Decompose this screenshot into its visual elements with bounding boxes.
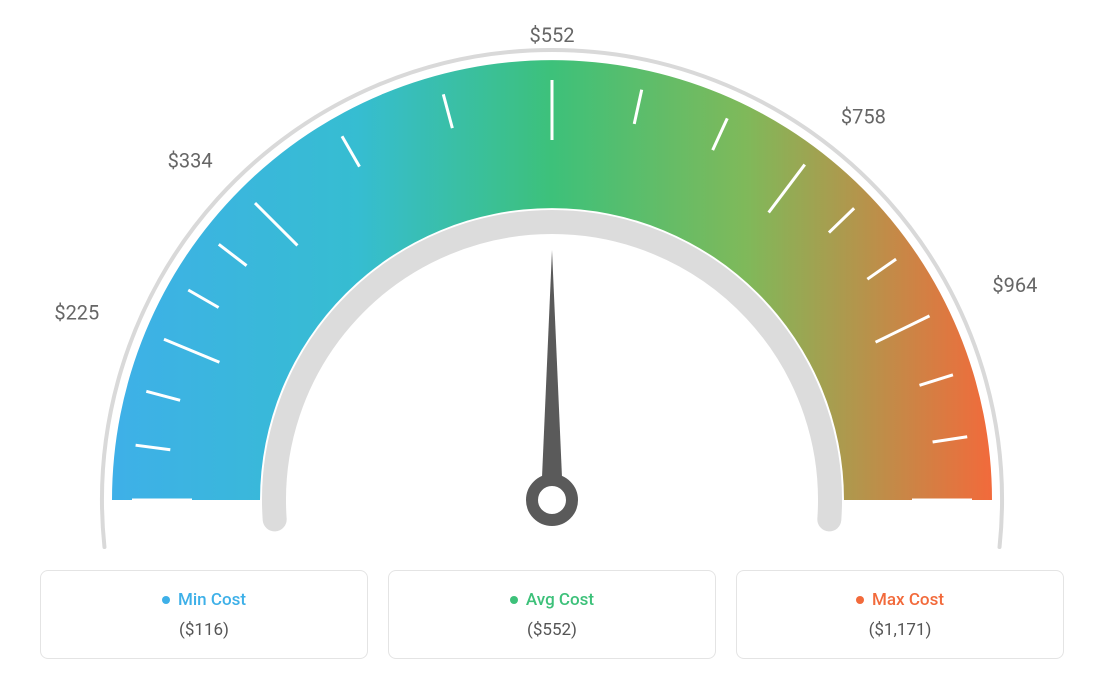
min-dot [162,596,170,604]
avg-cost-value: ($552) [399,620,705,640]
svg-text:$552: $552 [530,23,575,47]
gauge-chart: $116$225$334$552$758$964$1,171 [0,0,1104,560]
min-cost-label: Min Cost [178,590,246,610]
gauge-svg: $116$225$334$552$758$964$1,171 [52,20,1052,580]
svg-text:$758: $758 [841,105,886,129]
max-dot [856,596,864,604]
legend-card-min: Min Cost ($116) [40,570,368,659]
min-cost-value: ($116) [51,620,357,640]
avg-cost-label: Avg Cost [526,590,594,610]
legend-row: Min Cost ($116) Avg Cost ($552) Max Cost… [0,570,1104,659]
legend-card-max: Max Cost ($1,171) [736,570,1064,659]
max-cost-label: Max Cost [872,590,944,610]
avg-dot [510,596,518,604]
max-cost-value: ($1,171) [747,620,1053,640]
svg-text:$964: $964 [992,273,1037,297]
svg-text:$225: $225 [54,300,99,324]
svg-text:$334: $334 [168,149,213,173]
legend-card-avg: Avg Cost ($552) [388,570,716,659]
